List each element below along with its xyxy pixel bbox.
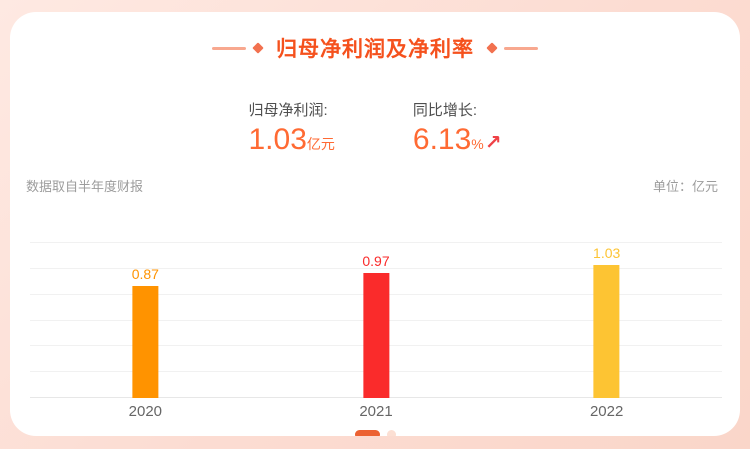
yoy-growth-unit: % <box>471 136 484 152</box>
pagination-dot-1[interactable] <box>354 430 380 436</box>
data-source-note: 数据取自半年度财报 <box>26 179 144 194</box>
stats-row: 归母净利润: 1.03亿元 同比增长: 6.13%↗ <box>10 99 740 162</box>
bar-value-label: 0.97 <box>362 252 390 269</box>
x-axis: 2020 2021 2022 <box>30 403 722 421</box>
chart-card: 归母净利润及净利率 归母净利润: 1.03亿元 同比增长: 6.13%↗ 数据取… <box>10 12 740 436</box>
title-left-diamond-icon <box>252 42 264 54</box>
pagination-dot-2[interactable] <box>386 430 396 436</box>
bar-chart-plot-area: 0.87 0.97 1.03 <box>30 242 722 398</box>
bar-2022: 1.03 <box>593 245 620 398</box>
bar-2020: 0.87 <box>132 266 159 398</box>
bar-rect <box>593 264 620 398</box>
x-axis-label: 2022 <box>589 403 624 420</box>
unit-note: 单位：亿元 <box>652 179 718 194</box>
net-profit-number: 1.03 <box>248 123 307 156</box>
meta-row: 数据取自半年度财报 单位：亿元 <box>10 176 740 195</box>
net-profit-value: 1.03亿元 <box>249 123 335 162</box>
net-profit-unit: 亿元 <box>306 136 335 152</box>
section-title: 归母净利润及净利率 <box>10 33 740 63</box>
yoy-growth-number: 6.13 <box>412 123 472 156</box>
bar-2021: 0.97 <box>362 252 390 398</box>
page-title: 归母净利润及净利率 <box>276 38 474 61</box>
title-right-diamond-icon <box>486 42 498 54</box>
net-profit-label: 归母净利润: <box>248 102 328 119</box>
yoy-growth-value: 6.13%↗ <box>413 123 502 162</box>
gridline <box>30 242 722 243</box>
title-right-line <box>504 46 538 50</box>
stat-yoy-growth: 同比增长: 6.13%↗ <box>413 99 502 162</box>
bar-value-label: 1.03 <box>593 244 621 261</box>
x-axis-label: 2021 <box>359 403 393 420</box>
title-left-line <box>212 46 246 50</box>
up-arrow-icon: ↗ <box>484 132 502 154</box>
carousel-pagination <box>10 430 740 436</box>
gridline <box>30 267 722 269</box>
x-axis-label: 2020 <box>128 403 163 420</box>
bar-rect <box>132 285 159 398</box>
bar-rect <box>363 272 389 398</box>
stat-net-profit: 归母净利润: 1.03亿元 <box>249 99 335 162</box>
bar-value-label: 0.87 <box>131 265 159 282</box>
yoy-growth-label: 同比增长: <box>412 102 478 119</box>
